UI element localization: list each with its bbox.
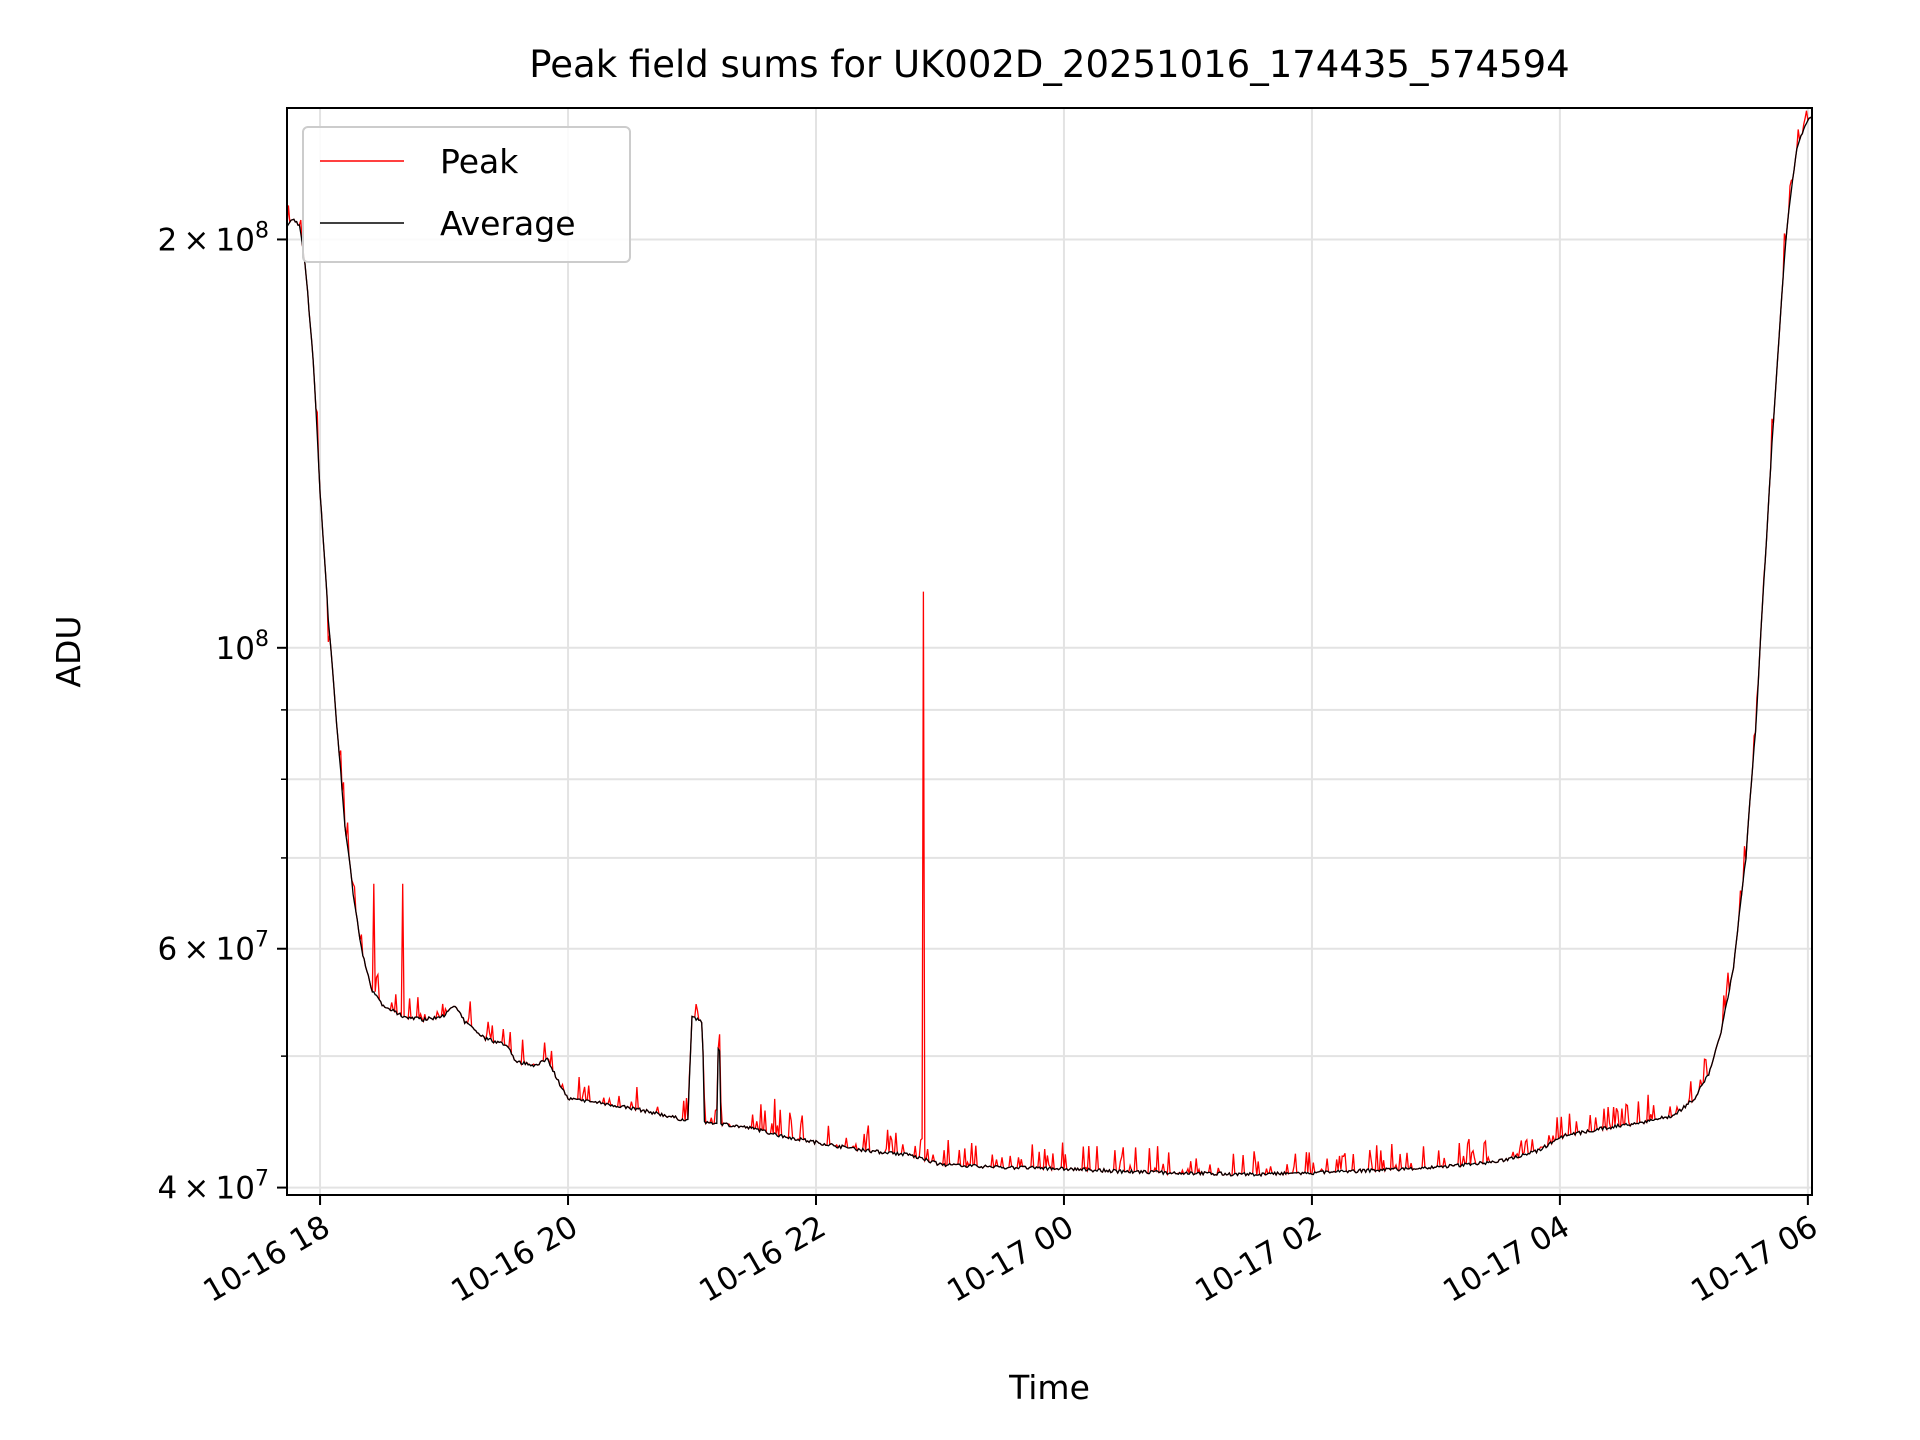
legend: Peak Average [302, 126, 631, 263]
y-axis-label: ADU [49, 615, 88, 687]
legend-label-average: Average [440, 204, 576, 243]
x-tick-label: 10-17 00 [941, 1209, 1080, 1310]
legend-label-peak: Peak [440, 142, 519, 181]
plot-area-frame [286, 107, 1813, 1196]
y-tick-label: 6 × 107 [157, 928, 269, 968]
x-axis-label: Time [1008, 1368, 1090, 1407]
x-tick-label: 10-16 20 [445, 1209, 584, 1310]
x-tick-label: 10-17 04 [1437, 1209, 1576, 1310]
x-tick-label: 10-17 02 [1189, 1209, 1328, 1310]
y-tick-label: 4 × 107 [157, 1167, 269, 1207]
chart-title: Peak field sums for UK002D_20251016_1744… [529, 43, 1569, 86]
x-tick-label: 10-16 22 [693, 1209, 832, 1310]
x-tick-label: 10-17 06 [1685, 1209, 1824, 1310]
average-series-line [287, 115, 1812, 1178]
y-tick-label: 108 [216, 627, 269, 667]
peak-series-line [287, 110, 1812, 1178]
series-layer [287, 110, 1812, 1178]
y-tick-label: 2 × 108 [157, 218, 269, 258]
x-tick-label: 10-16 18 [197, 1209, 336, 1310]
axis-layer: 10-16 18 10-16 20 10-16 22 10-17 00 10-17 02… [157, 218, 1823, 1309]
grid-layer [287, 108, 1812, 1195]
